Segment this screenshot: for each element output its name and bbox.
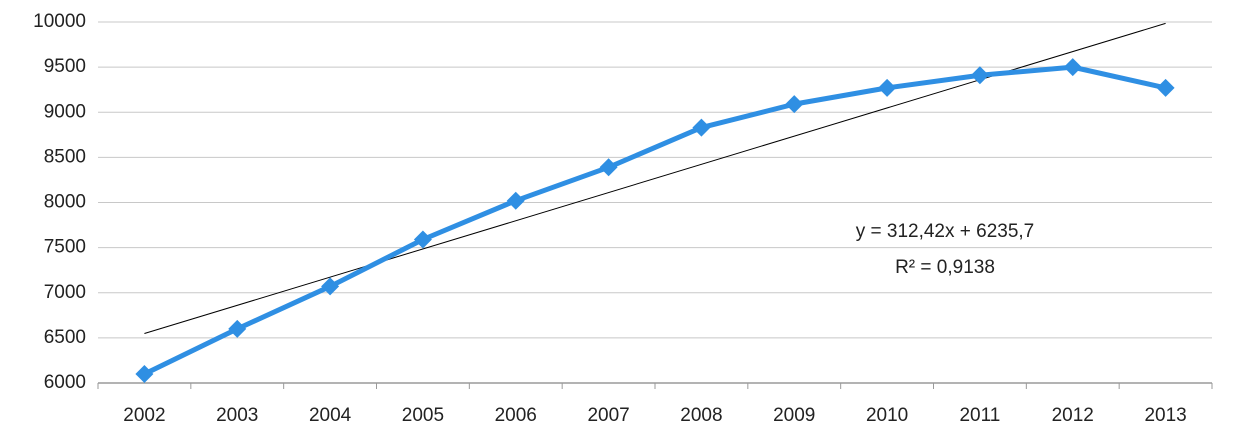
y-tick-label: 10000	[33, 11, 86, 32]
x-tick-label: 2003	[216, 405, 258, 426]
data-point	[599, 158, 618, 177]
x-tick-label: 2013	[1144, 405, 1186, 426]
x-tick-label: 2008	[680, 405, 722, 426]
data-point	[692, 118, 711, 137]
data-point	[506, 191, 525, 210]
data-point	[1063, 58, 1082, 77]
data-point	[413, 230, 432, 249]
data-point	[878, 78, 897, 97]
y-tick-label: 9000	[44, 101, 86, 122]
data-point	[228, 319, 247, 338]
data-point	[135, 364, 154, 383]
trend-equation: y = 312,42x + 6235,7	[856, 221, 1035, 242]
data-point	[1156, 78, 1175, 97]
x-tick-label: 2006	[495, 405, 537, 426]
data-point	[970, 66, 989, 85]
y-tick-label: 6000	[44, 372, 86, 393]
y-tick-label: 9500	[44, 56, 86, 77]
y-tick-label: 7000	[44, 282, 86, 303]
y-tick-label: 7500	[44, 237, 86, 258]
y-tick-label: 6500	[44, 327, 86, 348]
x-tick-label: 2004	[309, 405, 352, 426]
series-line	[143, 64, 1167, 377]
data-point	[785, 95, 804, 114]
trend-r-squared: R² = 0,9138	[895, 257, 995, 278]
y-tick-label: 8500	[44, 146, 86, 167]
x-tick-label: 2002	[123, 405, 165, 426]
x-tick-label: 2009	[773, 405, 815, 426]
data-point	[321, 277, 340, 296]
x-tick-label: 2005	[402, 405, 444, 426]
x-tick-label: 2010	[866, 405, 908, 426]
x-tick-label: 2011	[959, 405, 1000, 426]
y-tick-label: 8000	[44, 192, 86, 213]
x-tick-label: 2007	[587, 405, 629, 426]
x-tick-label: 2012	[1052, 405, 1094, 426]
